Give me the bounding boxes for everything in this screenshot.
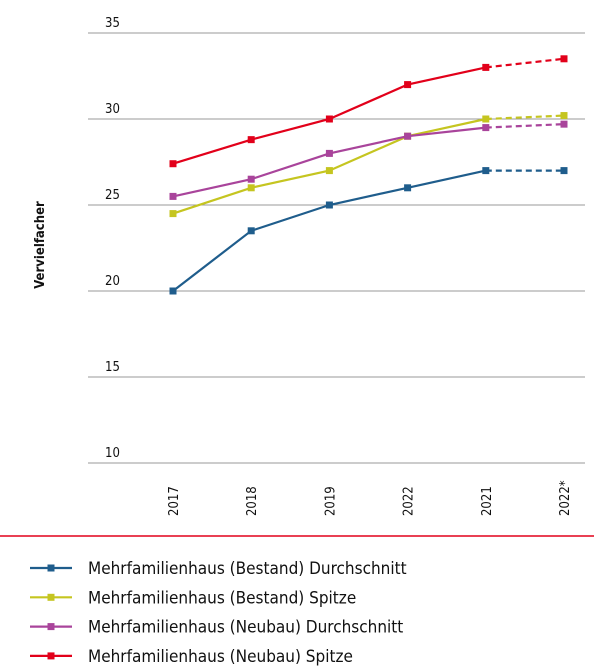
series-marker (482, 124, 490, 132)
legend-swatch-marker (47, 593, 55, 601)
legend-label: Mehrfamilienhaus (Bestand) Spitze (88, 588, 356, 608)
legend-label: Mehrfamilienhaus (Neubau) Spitze (88, 647, 353, 666)
series-marker (325, 201, 333, 209)
legend-swatch-marker (47, 564, 55, 572)
x-tick-label: 2017 (167, 486, 182, 516)
series-line (172, 126, 486, 198)
series-marker (169, 160, 177, 168)
y-axis-label: Vervielfacher (33, 201, 48, 289)
series-marker (247, 175, 255, 183)
series-marker (404, 184, 412, 192)
series-marker (169, 210, 177, 218)
y-tick-label: 20 (105, 274, 120, 289)
y-tick-label: 25 (105, 188, 120, 203)
series-marker (482, 63, 490, 71)
series-marker (482, 167, 490, 175)
series-marker (560, 112, 568, 120)
series-marker (404, 132, 412, 140)
series-marker (247, 227, 255, 235)
series-marker (325, 149, 333, 157)
x-tick-label: 2021 (480, 486, 495, 516)
y-tick-label: 10 (105, 446, 120, 461)
legend-swatch-marker (47, 623, 55, 631)
legend-label: Mehrfamilienhaus (Bestand) Durchschnitt (88, 559, 407, 579)
series-marker (560, 55, 568, 63)
series-marker (325, 167, 333, 175)
x-tick-label: 2022 (402, 486, 417, 516)
series-projection (485, 114, 565, 121)
x-tick-label: 2022* (558, 480, 573, 516)
y-tick-label: 35 (105, 16, 120, 31)
legend-swatch-marker (47, 652, 55, 660)
series-marker (169, 192, 177, 200)
series-marker (482, 115, 490, 123)
series-line (172, 169, 487, 292)
y-tick-label: 30 (105, 102, 120, 117)
series-marker (404, 81, 412, 89)
series-marker (325, 115, 333, 123)
series-projection (485, 123, 565, 129)
series-marker (247, 136, 255, 144)
x-tick-label: 2019 (323, 486, 338, 516)
series-marker (247, 184, 255, 192)
series-marker (560, 167, 568, 175)
series-marker (560, 120, 568, 128)
series-marker (169, 287, 177, 295)
y-tick-label: 15 (105, 360, 120, 375)
x-tick-label: 2018 (245, 486, 260, 516)
legend-label: Mehrfamilienhaus (Neubau) Durchschnitt (88, 618, 403, 638)
series-projection (485, 57, 565, 69)
